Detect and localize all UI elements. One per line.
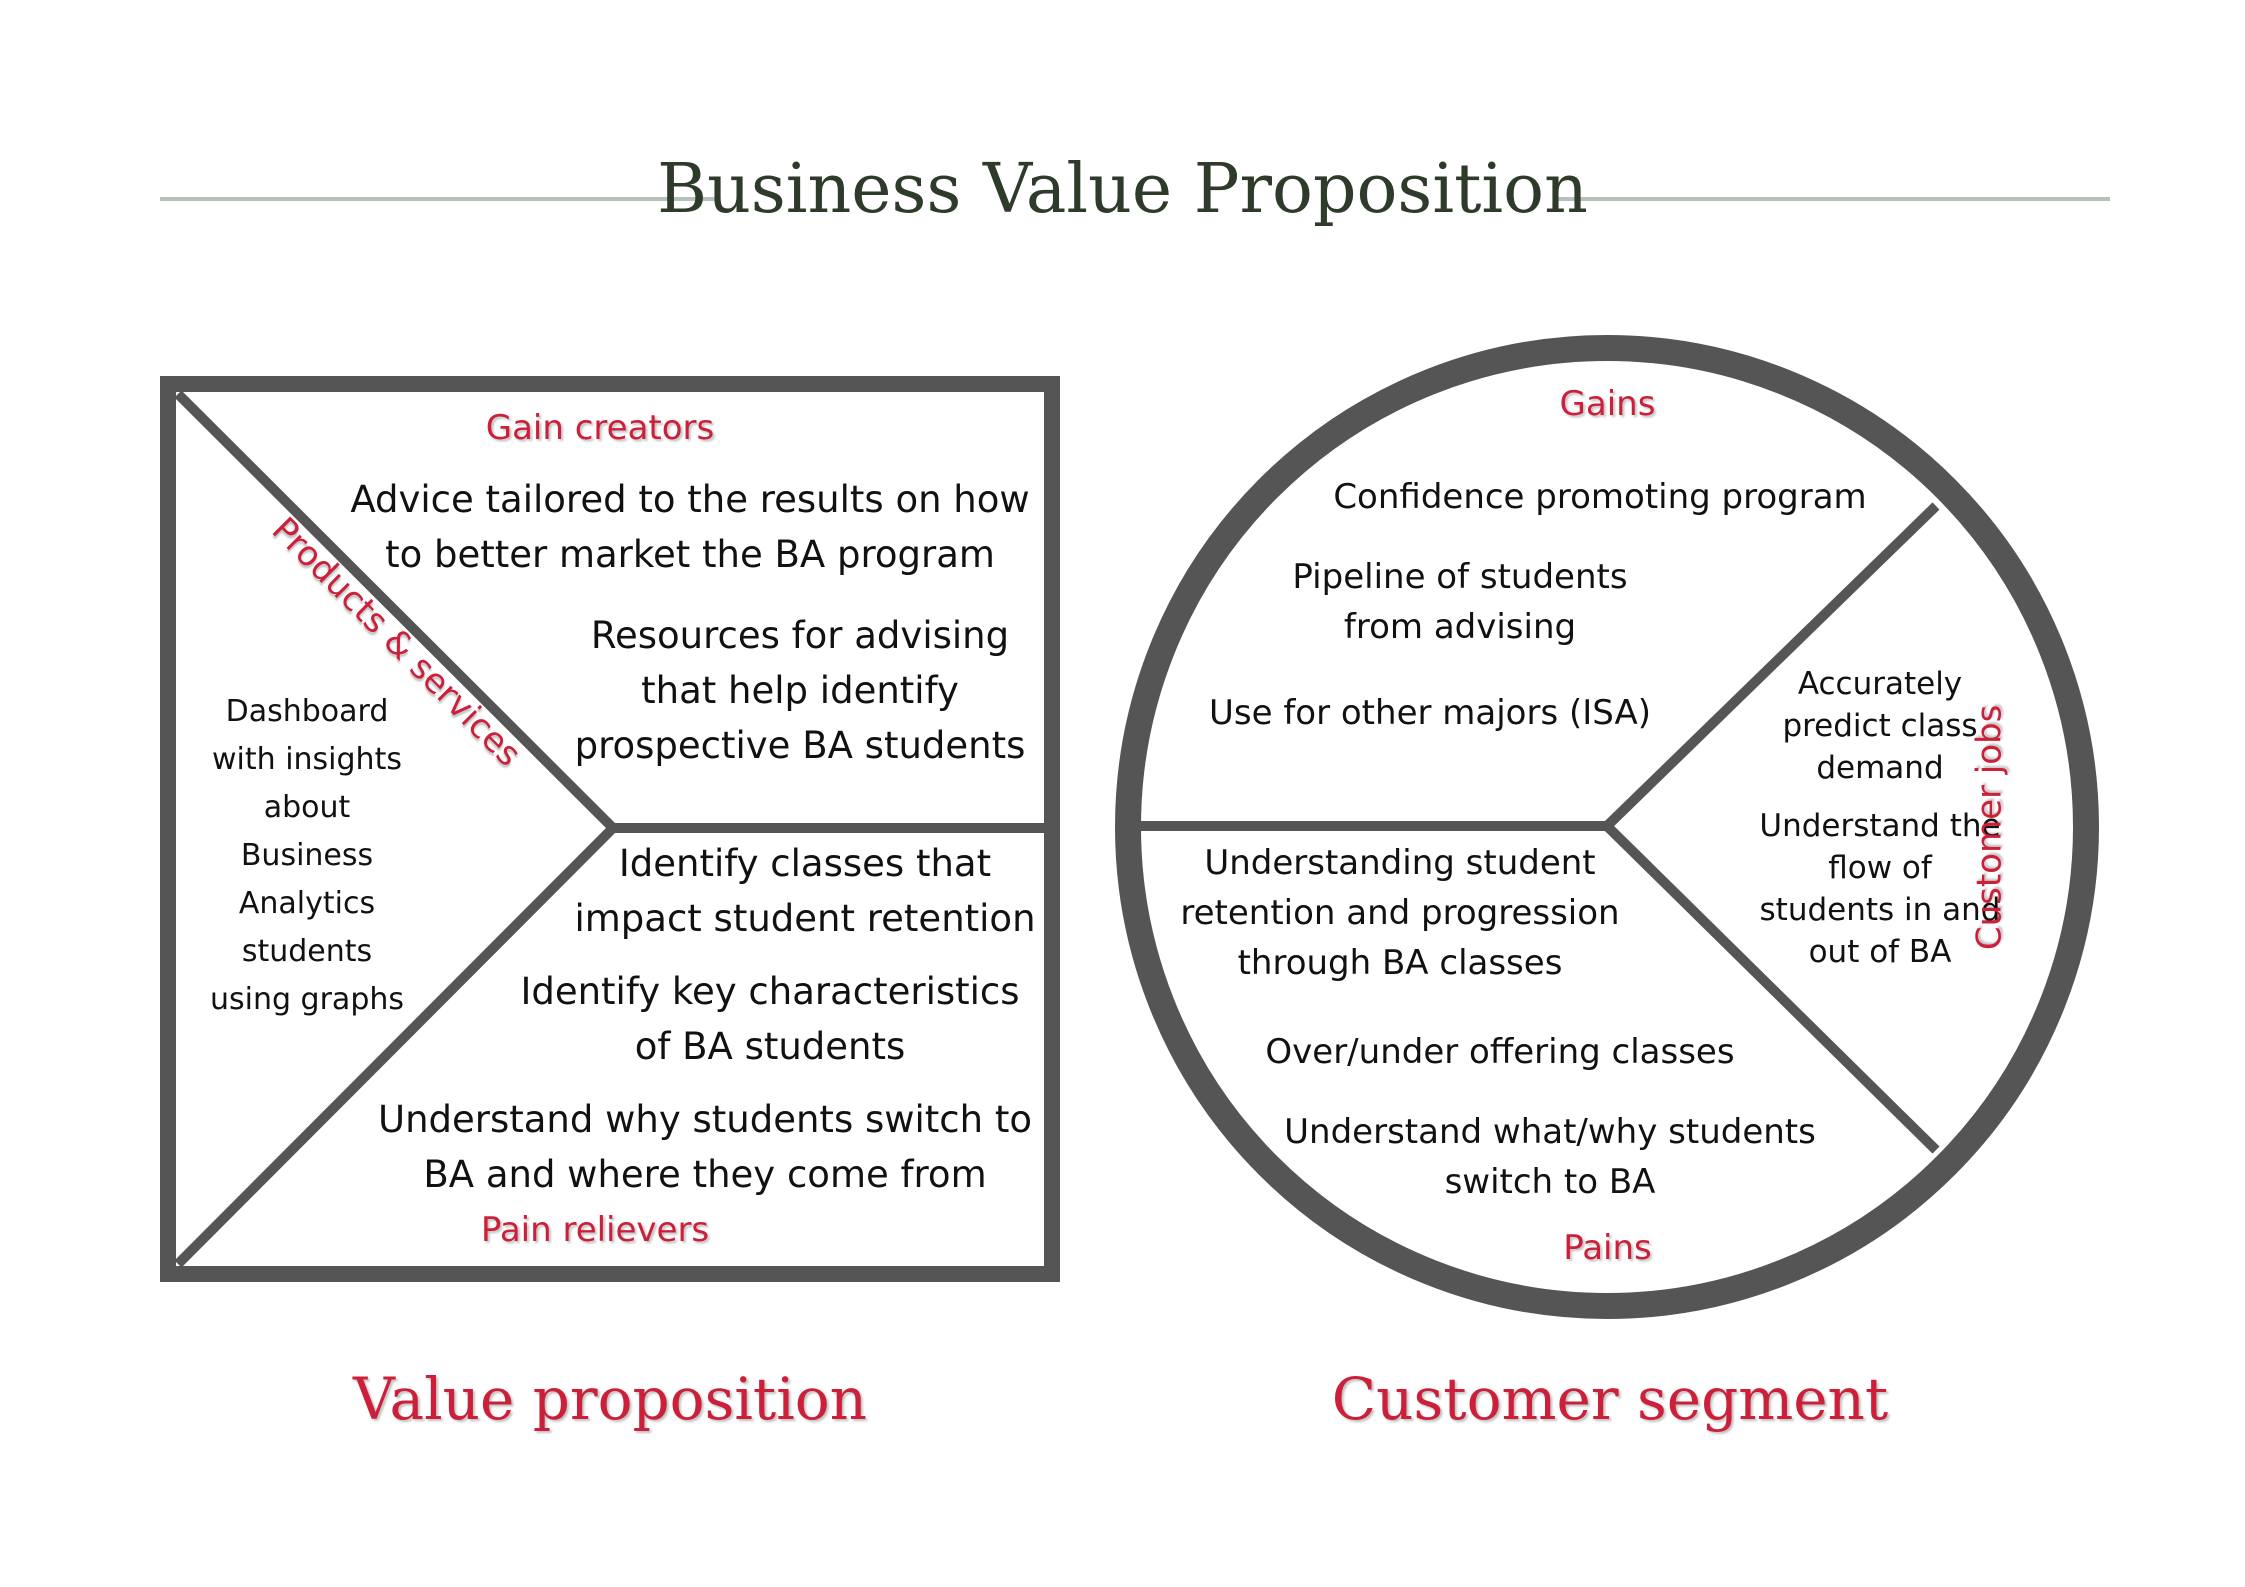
customer-segment-caption: Customer segment: [1331, 1365, 1889, 1433]
gains-label: Gains: [1559, 384, 1656, 424]
value-proposition-frame: [160, 376, 1060, 1282]
title-rule-left: [160, 197, 715, 201]
pains-label: Pains: [1563, 1228, 1652, 1268]
customer-segment-frame: [1115, 335, 2099, 1319]
value-proposition-caption: Value proposition: [352, 1365, 868, 1433]
gain-creators-label: Gain creators: [485, 408, 715, 448]
products-divider-bottom: [174, 824, 617, 1268]
page-title: Business Value Proposition: [657, 150, 1588, 229]
customer-jobs-label: Customer jobs: [1969, 704, 2010, 951]
title-rule-right: [1555, 197, 2110, 201]
products-services-item: Dashboard with insights about Business A…: [209, 694, 405, 1017]
pains-item: Over/under offering classes: [1265, 1032, 1735, 1072]
pain-reliever-item: Identify classes that impact student ret…: [574, 842, 1036, 940]
customer-job-item: Accurately predict class demand: [1782, 666, 1978, 786]
jobs-divider-top: [1603, 502, 1940, 830]
pain-reliever-item: Identify key characteristics of BA stude…: [520, 970, 1020, 1068]
gains-item: Pipeline of students from advising: [1292, 557, 1628, 647]
gains-item: Use for other majors (ISA): [1209, 693, 1651, 733]
gains-item: Confidence promoting program: [1333, 477, 1867, 517]
jobs-divider-bottom: [1603, 822, 1940, 1154]
gain-creator-item: Resources for advising that help identif…: [574, 614, 1026, 767]
pains-item: Understand what/why students switch to B…: [1284, 1112, 1816, 1202]
gain-creator-item: Advice tailored to the results on how to…: [350, 478, 1030, 576]
pains-item: Understanding student retention and prog…: [1180, 843, 1620, 983]
pain-relievers-label: Pain relievers: [480, 1210, 710, 1250]
pain-reliever-item: Understand why students switch to BA and…: [377, 1098, 1033, 1196]
products-divider-top: [174, 390, 617, 832]
customer-job-item: Understand the flow of students in and o…: [1759, 808, 2001, 970]
